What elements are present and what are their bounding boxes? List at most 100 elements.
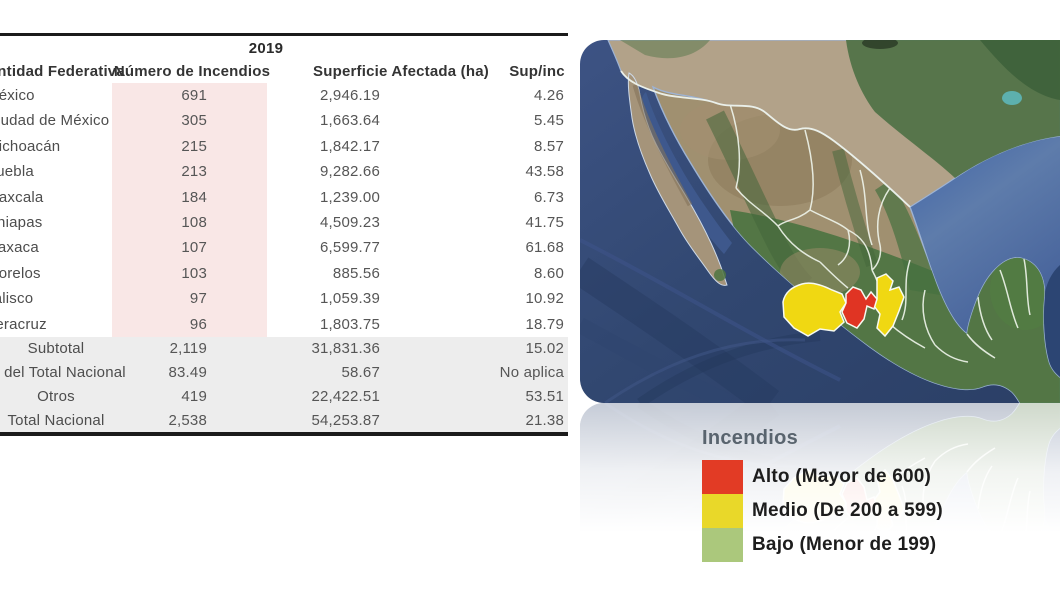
table-bottom-rule <box>0 432 568 436</box>
cell-area: 54,253.87 <box>311 411 380 429</box>
summary-row: Otros 419 22,422.51 53.51 <box>0 385 568 409</box>
table-row: Jalisco 97 1,059.39 10.92 <box>0 286 568 311</box>
summary-row: Total Nacional 2,538 54,253.87 21.38 <box>0 409 568 433</box>
map-reflection <box>580 403 1060 583</box>
cell-entity: Chiapas <box>0 213 43 231</box>
cell-ratio: No aplica <box>499 363 564 381</box>
state-estado-de-mexico <box>841 286 878 329</box>
cell-area: 9,282.66 <box>320 163 380 181</box>
year-header: 2019 <box>248 40 284 57</box>
legend-title: Incendios <box>702 427 799 449</box>
cell-ratio: 15.02 <box>525 340 564 357</box>
table-row: Ciudad de México 305 1,663.64 5.45 <box>0 108 568 133</box>
cell-fires: 2,538 <box>168 411 207 429</box>
summary-row: Subtotal 2,119 31,831.36 15.02 <box>0 337 568 361</box>
cell-ratio: 21.38 <box>525 411 564 429</box>
column-header-entity: Entidad Federativa <box>0 63 125 80</box>
table-summary: Subtotal 2,119 31,831.36 15.02 % del Tot… <box>0 337 568 433</box>
cell-entity: Morelos <box>0 264 41 282</box>
table-body: México 691 2,946.19 4.26 Ciudad de Méxic… <box>0 83 568 337</box>
cell-ratio: 61.68 <box>525 239 564 257</box>
cell-ratio: 43.58 <box>525 163 564 181</box>
cell-fires: 305 <box>181 112 207 130</box>
cell-entity: Otros <box>37 387 75 405</box>
cell-entity: Oaxaca <box>0 239 39 257</box>
table-row: Tlaxcala 184 1,239.00 6.73 <box>0 185 568 210</box>
legend-item-alto: Alto (Mayor de 600) <box>702 460 943 494</box>
cell-fires: 96 <box>189 315 207 333</box>
cell-fires: 103 <box>181 264 207 282</box>
table-row: Chiapas 108 4,509.23 41.75 <box>0 210 568 235</box>
cell-entity: Tlaxcala <box>0 188 44 206</box>
cell-ratio: 41.75 <box>525 213 564 231</box>
cell-ratio: 18.79 <box>525 315 564 333</box>
gulf-of-california <box>641 92 732 254</box>
summary-band <box>0 337 568 432</box>
cell-fires: 213 <box>181 163 207 181</box>
cell-fires: 215 <box>181 137 207 155</box>
column-header-ratio: Sup/inc <box>509 63 565 80</box>
table-row: Oaxaca 107 6,599.77 61.68 <box>0 235 568 260</box>
mexico-map-svg <box>580 40 1060 403</box>
cell-area: 1,842.17 <box>320 137 380 155</box>
map-legend: Incendios Alto (Mayor de 600) Medio (De … <box>702 427 943 562</box>
state-michoacan <box>782 282 847 337</box>
cell-entity: Veracruz <box>0 315 47 333</box>
cell-entity: México <box>0 87 35 104</box>
cell-fires: 184 <box>181 188 207 206</box>
legend-swatch-bajo <box>702 528 743 562</box>
cell-entity: % del Total Nacional <box>0 363 126 381</box>
cell-area: 1,059.39 <box>320 290 380 308</box>
legend-item-medio: Medio (De 200 a 599) <box>702 494 943 528</box>
cell-entity: Jalisco <box>0 290 34 308</box>
us-mexico-border <box>620 70 911 208</box>
column-header-fires: Número de Incendios <box>113 63 271 80</box>
cell-fires: 419 <box>181 387 207 405</box>
table-row: Morelos 103 885.56 8.60 <box>0 261 568 286</box>
cell-ratio: 6.73 <box>534 188 564 206</box>
legend-label-bajo: Bajo (Menor de 199) <box>752 534 937 555</box>
cell-area: 1,663.64 <box>320 112 380 130</box>
caribbean-sea <box>1043 265 1060 378</box>
cell-fires: 107 <box>181 239 207 257</box>
cell-ratio: 5.45 <box>534 112 564 130</box>
cell-area: 6,599.77 <box>320 239 380 257</box>
gulf-of-mexico <box>910 136 1060 334</box>
mexico-satellite-map <box>580 40 1060 403</box>
cell-entity: Michoacán <box>0 137 61 155</box>
table-row: Veracruz 96 1,803.75 18.79 <box>0 312 568 337</box>
cell-fires: 691 <box>181 87 207 104</box>
table-row: Puebla 213 9,282.66 43.58 <box>0 159 568 184</box>
cell-area: 58.67 <box>341 363 380 381</box>
cell-area: 2,946.19 <box>320 87 380 104</box>
cell-entity: Puebla <box>0 163 34 181</box>
cell-fires: 2,119 <box>169 340 207 357</box>
cell-area: 4,509.23 <box>320 213 380 231</box>
cell-ratio: 4.26 <box>534 87 564 104</box>
legend-swatch-medio <box>702 494 743 528</box>
column-header-area: Superficie Afectada (ha) <box>313 63 489 80</box>
table-row: México 691 2,946.19 4.26 <box>0 83 568 108</box>
cell-ratio: 10.92 <box>525 290 564 308</box>
cell-area: 31,831.36 <box>311 340 380 357</box>
cell-fires: 108 <box>181 213 207 231</box>
table-top-rule <box>0 33 568 36</box>
cell-area: 1,239.00 <box>320 188 380 206</box>
cell-area: 1,803.75 <box>320 315 380 333</box>
cell-ratio: 53.51 <box>525 387 564 405</box>
cell-ratio: 8.60 <box>534 264 564 282</box>
table-row: Michoacán 215 1,842.17 8.57 <box>0 134 568 159</box>
legend-swatch-alto <box>702 460 743 494</box>
fires-column-highlight <box>112 83 267 337</box>
cell-entity: Subtotal <box>27 340 85 357</box>
cell-fires: 83.49 <box>168 363 207 381</box>
legend-label-medio: Medio (De 200 a 599) <box>752 500 943 521</box>
legend-item-bajo: Bajo (Menor de 199) <box>702 528 943 562</box>
cell-area: 885.56 <box>332 264 380 282</box>
cell-fires: 97 <box>189 290 207 308</box>
cell-ratio: 8.57 <box>534 137 564 155</box>
cell-entity: Ciudad de México <box>0 112 110 130</box>
cell-area: 22,422.51 <box>311 387 380 405</box>
summary-row: % del Total Nacional 83.49 58.67 No apli… <box>0 361 568 385</box>
